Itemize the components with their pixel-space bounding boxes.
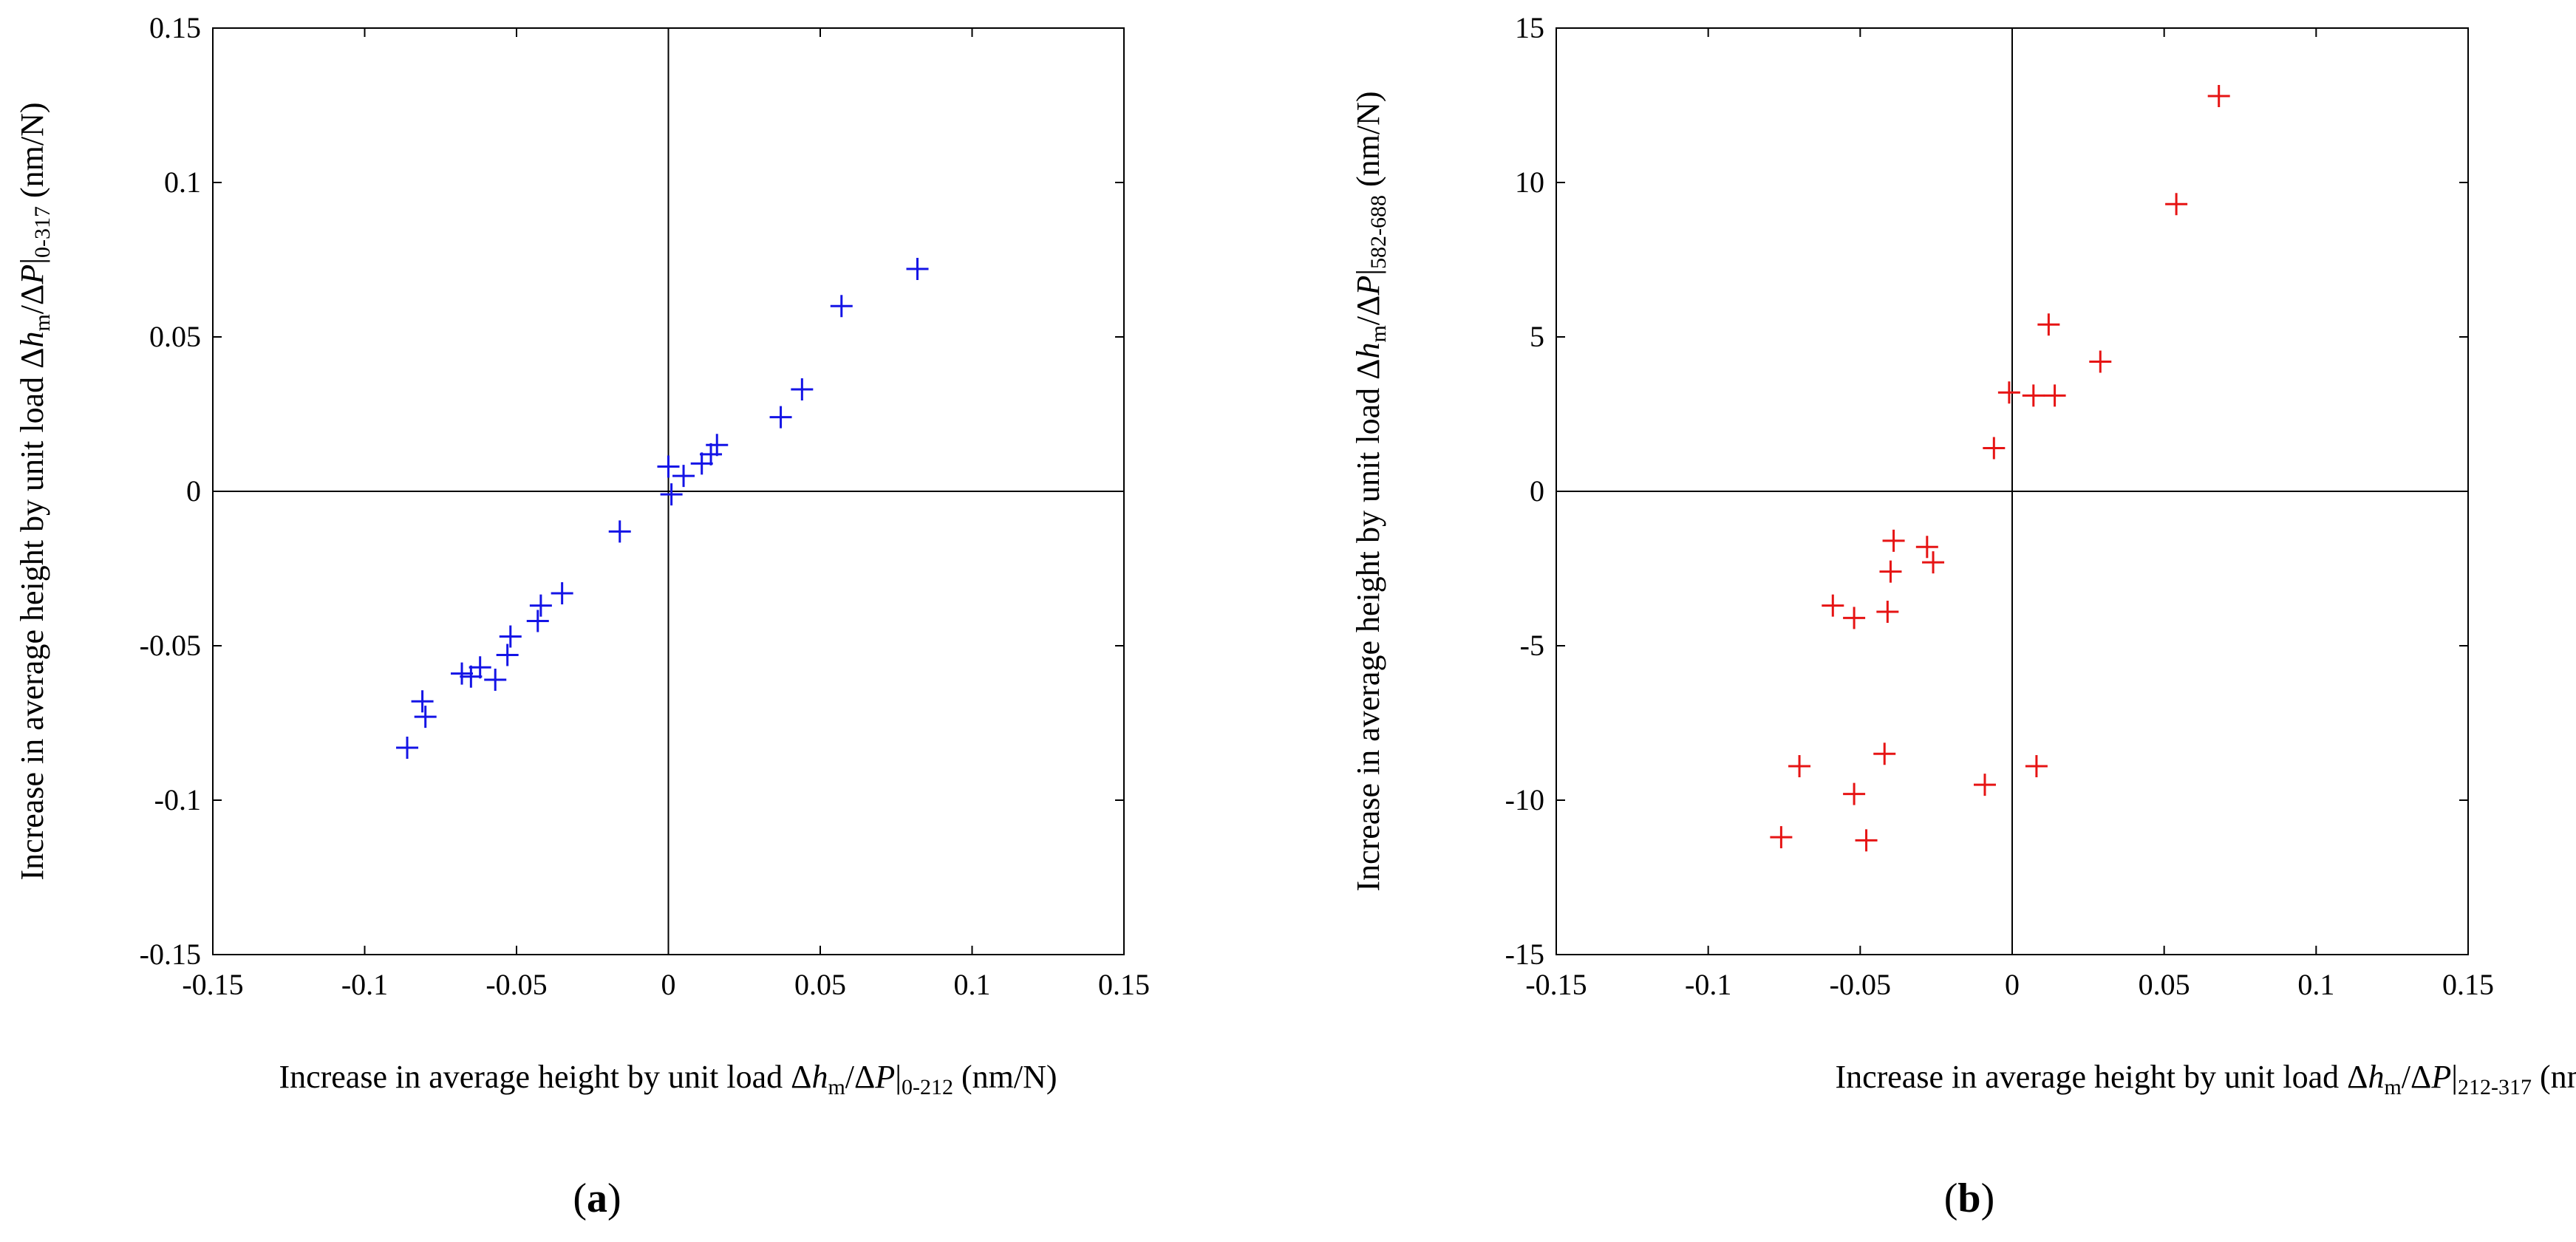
data-point-17 xyxy=(690,452,713,475)
data-point-6 xyxy=(1855,829,1878,852)
chart-panel-a: -0.15 -0.1 -0.05 0 0.05 0.1 0.15 -0.15 -0.1 -0.05… xyxy=(14,11,1150,1221)
data-point-14 xyxy=(1983,437,2006,460)
y-tick-label: 10 xyxy=(1515,166,1544,199)
y-tick-label: 0.15 xyxy=(149,11,201,44)
data-point-11 xyxy=(1915,536,1938,559)
x-tick-label: -0.05 xyxy=(485,968,547,1001)
data-point-20 xyxy=(2089,350,2112,373)
y-tick-label: -10 xyxy=(1505,783,1544,816)
chart-panel-b: -0.15 -0.1 -0.05 0 0.05 0.1 0.15 -15 -10 -5 0 5 10 15… xyxy=(1350,11,2576,1221)
data-point-7 xyxy=(484,668,507,691)
x-axis-label: Increase in average height by unit load … xyxy=(1835,1059,2576,1099)
x-tick-label: -0.1 xyxy=(1685,968,1731,1001)
data-point-14 xyxy=(657,455,680,478)
data-point-18 xyxy=(700,443,723,465)
data-point-4 xyxy=(451,662,474,685)
data-point-23 xyxy=(906,258,929,281)
data-point-1 xyxy=(396,736,419,759)
y-tick-label: -0.05 xyxy=(140,629,201,662)
data-point-5 xyxy=(460,665,483,688)
data-point-4 xyxy=(1843,607,1866,629)
data-point-3 xyxy=(1822,594,1844,617)
x-tick-label: -0.15 xyxy=(1525,968,1587,1001)
x-tick-label: 0 xyxy=(661,968,676,1001)
data-point-12 xyxy=(1922,551,1945,574)
data-point-17 xyxy=(2025,755,2048,778)
x-axis-label: Increase in average height by unit load … xyxy=(279,1059,1057,1099)
data-point-16 xyxy=(2022,384,2045,407)
x-tick-label: 0.1 xyxy=(2297,968,2334,1001)
data-point-5 xyxy=(1843,782,1866,805)
data-point-1 xyxy=(1770,826,1793,849)
data-point-13 xyxy=(1973,774,1996,796)
data-point-22 xyxy=(830,295,853,318)
panel-label: (a) xyxy=(573,1176,621,1221)
x-tick-label: -0.05 xyxy=(1830,968,1891,1001)
y-tick-label: -0.15 xyxy=(140,938,201,971)
x-tick-label: -0.15 xyxy=(182,968,243,1001)
y-tick-label: -5 xyxy=(1520,629,1544,662)
data-point-9 xyxy=(1879,560,1902,583)
y-tick-label: 0 xyxy=(186,474,201,508)
y-axis-label: Increase in average height by unit load … xyxy=(1350,91,1391,891)
y-tick-label: 5 xyxy=(1530,320,1544,353)
data-point-21 xyxy=(2165,193,2188,216)
data-point-8 xyxy=(1876,601,1899,624)
data-point-12 xyxy=(551,581,573,604)
data-point-22 xyxy=(2207,84,2230,107)
x-tick-label: 0.15 xyxy=(2442,968,2494,1001)
data-point-8 xyxy=(496,644,519,666)
data-point-7 xyxy=(1873,743,1896,765)
data-point-15 xyxy=(660,483,683,506)
x-tick-label: 0.05 xyxy=(794,968,846,1001)
data-point-19 xyxy=(706,434,729,457)
x-tick-label: 0.1 xyxy=(954,968,991,1001)
data-point-20 xyxy=(769,406,792,429)
y-tick-label: -15 xyxy=(1505,938,1544,971)
data-point-3 xyxy=(414,706,437,729)
y-axis-label: Increase in average height by unit load … xyxy=(14,102,55,880)
data-point-19 xyxy=(2043,384,2066,407)
y-tick-label: 0 xyxy=(1530,474,1544,508)
data-point-11 xyxy=(529,594,552,617)
data-point-10 xyxy=(526,610,549,632)
y-tick-label: 0.05 xyxy=(149,320,201,353)
data-point-2 xyxy=(1788,755,1811,778)
data-point-2 xyxy=(411,690,434,713)
x-tick-label: 0 xyxy=(2005,968,2020,1001)
data-point-9 xyxy=(499,625,522,648)
data-point-10 xyxy=(1882,529,1905,552)
y-tick-label: 0.1 xyxy=(164,166,201,199)
y-tick-label: -0.1 xyxy=(154,783,201,816)
y-tick-label: 15 xyxy=(1515,11,1544,44)
data-point-13 xyxy=(608,520,631,543)
data-point-16 xyxy=(672,465,695,488)
data-point-21 xyxy=(791,378,814,401)
data-point-15 xyxy=(1997,381,2020,404)
x-tick-label: 0.15 xyxy=(1098,968,1150,1001)
x-tick-label: -0.1 xyxy=(341,968,388,1001)
data-point-18 xyxy=(2037,313,2060,336)
data-point-6 xyxy=(468,656,491,679)
panel-label: (b) xyxy=(1944,1176,1994,1221)
x-tick-label: 0.05 xyxy=(2139,968,2190,1001)
